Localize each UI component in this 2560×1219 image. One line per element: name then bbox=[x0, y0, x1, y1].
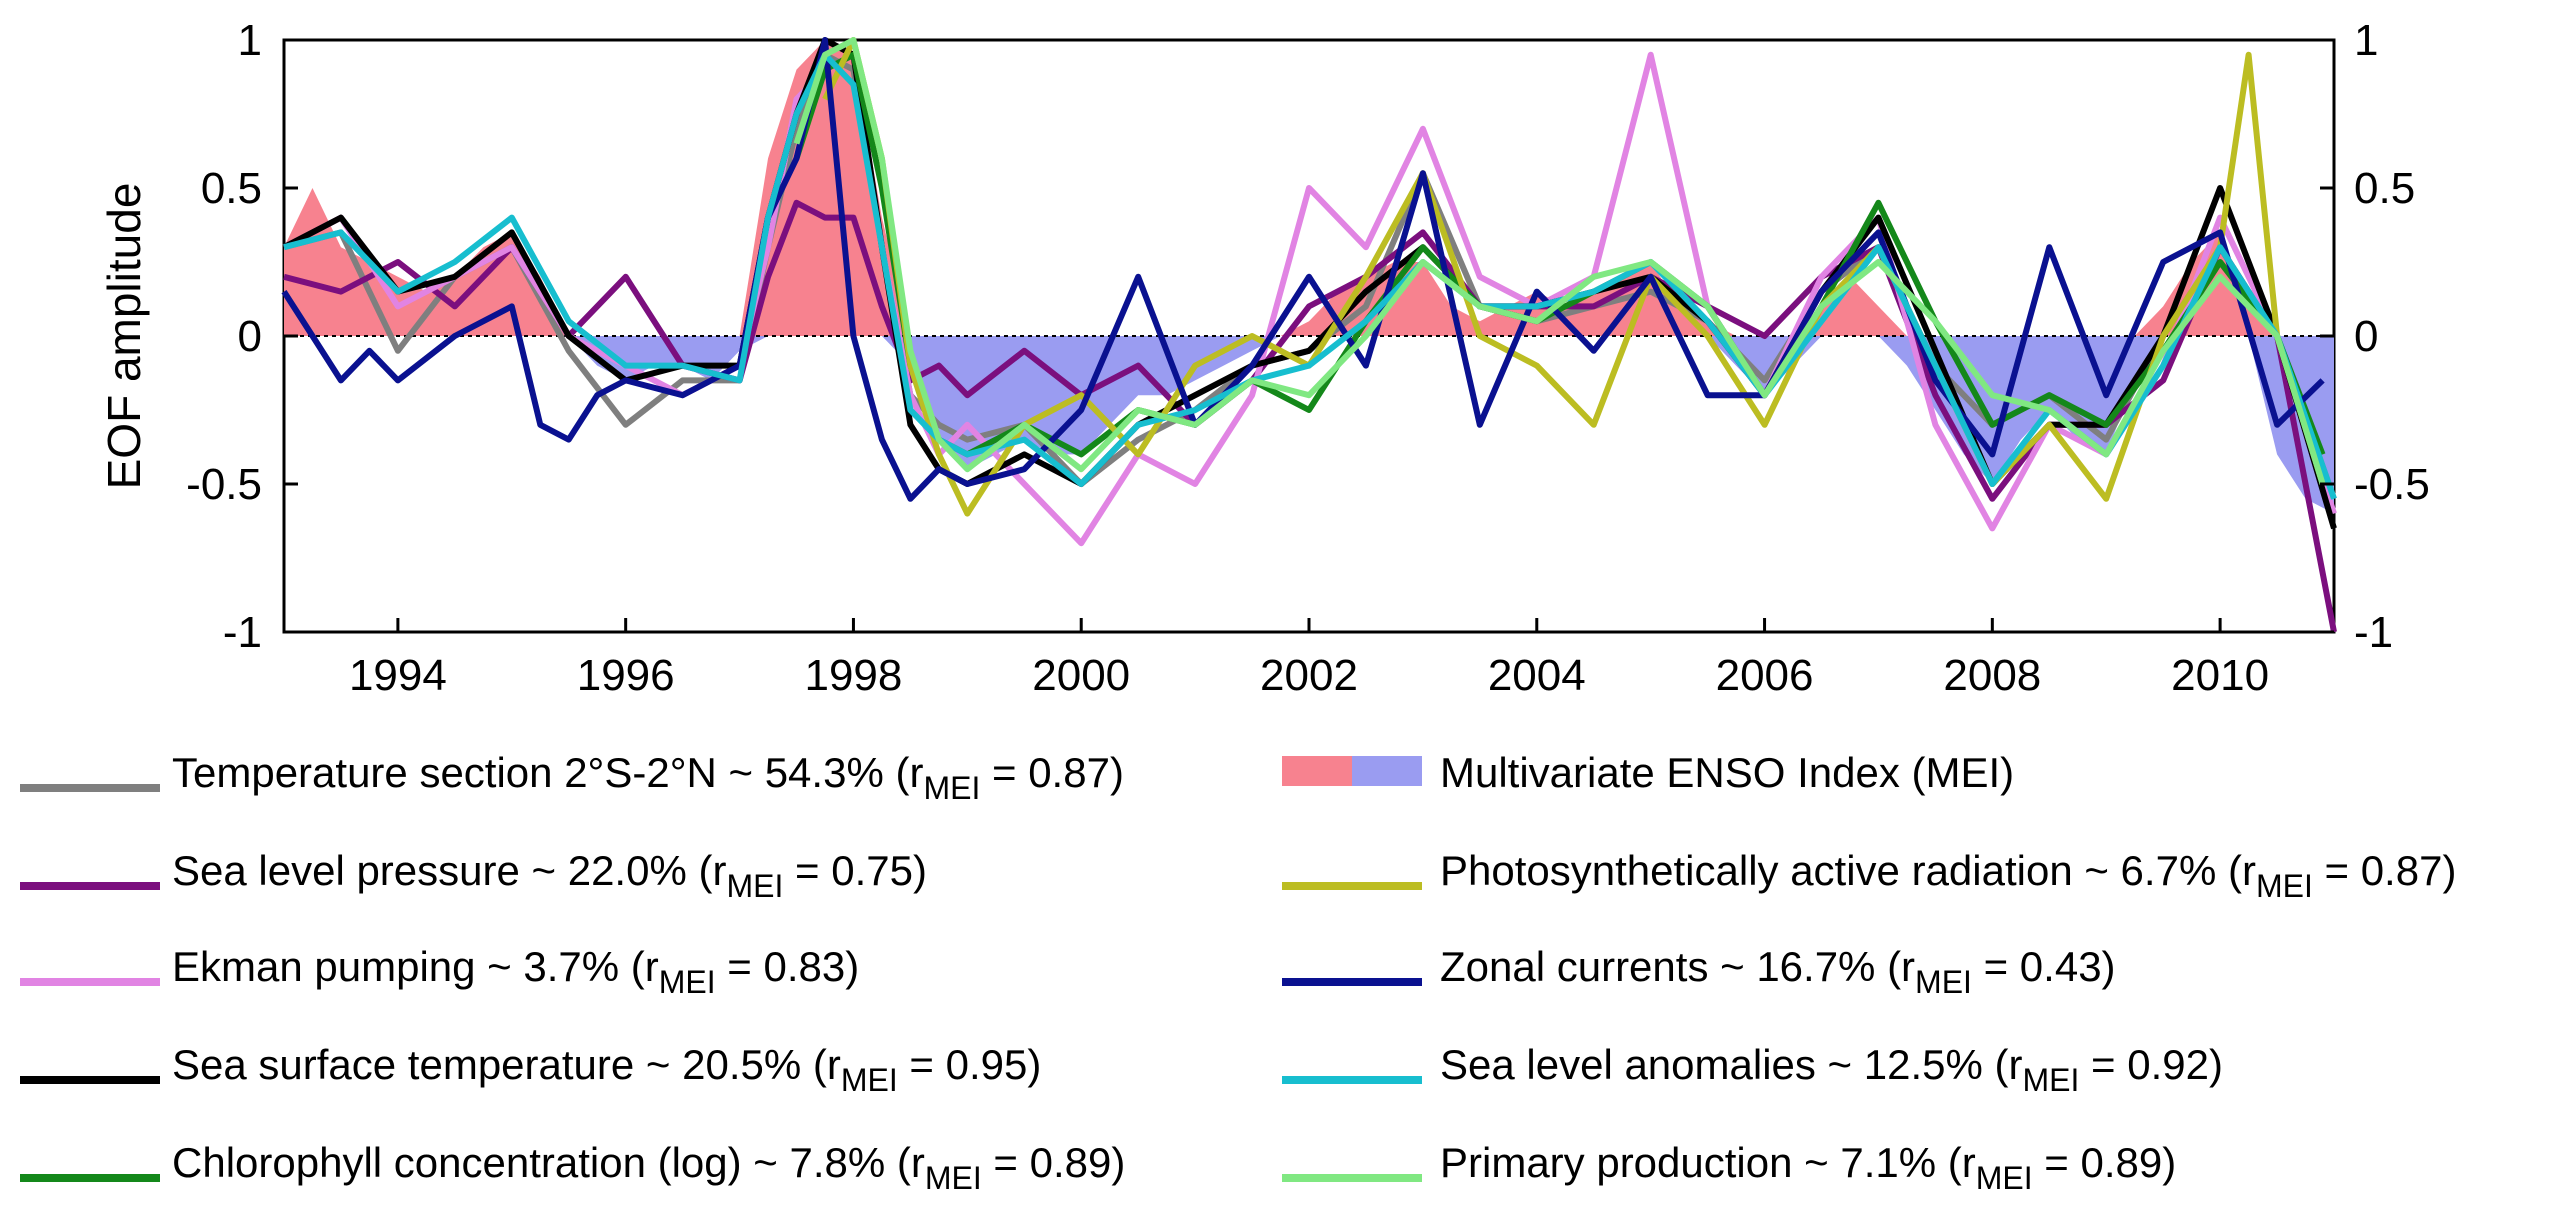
x-tick-label: 1994 bbox=[349, 651, 447, 700]
series-line-9 bbox=[793, 37, 2326, 485]
series-line-8 bbox=[283, 51, 2337, 500]
series-line-4 bbox=[282, 37, 2337, 530]
y-tick-label-left: 0.5 bbox=[201, 164, 262, 213]
x-tick-label: 2006 bbox=[1716, 651, 1814, 700]
x-tick-label: 2004 bbox=[1488, 651, 1586, 700]
y-tick-label-left: -0.5 bbox=[186, 460, 262, 509]
legend-label: Primary production ~ 7.1% (rMEI = 0.89) bbox=[1440, 1139, 2176, 1196]
x-tick-label: 2002 bbox=[1260, 651, 1358, 700]
y-tick-label-right: 1 bbox=[2354, 16, 2378, 65]
series-line-3 bbox=[282, 51, 2337, 547]
mei-negative-area bbox=[284, 336, 2334, 514]
y-tick-label-left: 0 bbox=[238, 312, 262, 361]
y-tick-label-left: 1 bbox=[238, 16, 262, 65]
x-tick-label: 1998 bbox=[804, 651, 902, 700]
legend-label: Sea level anomalies ~ 12.5% (rMEI = 0.92… bbox=[1440, 1041, 2223, 1098]
series-layer bbox=[281, 37, 2337, 633]
x-tick-label: 1996 bbox=[577, 651, 675, 700]
axes-layer: 1994 1996 1998 2000 2002 2004 2006 2008 2010 -1 -1… bbox=[186, 16, 2430, 700]
legend: Temperature section 2°S-2°N ~ 54.3% (rME… bbox=[20, 749, 2456, 1196]
x-tick-label: 2010 bbox=[2171, 651, 2269, 700]
y-tick-label-right: 0 bbox=[2354, 312, 2378, 361]
series-line-6 bbox=[822, 37, 2326, 517]
plot-area bbox=[281, 37, 2337, 634]
legend-label: Zonal currents ~ 16.7% (rMEI = 0.43) bbox=[1440, 943, 2116, 1000]
y-tick-label-right: -0.5 bbox=[2354, 460, 2430, 509]
legend-label: Ekman pumping ~ 3.7% (rMEI = 0.83) bbox=[172, 943, 859, 1000]
legend-label: Sea surface temperature ~ 20.5% (rMEI = … bbox=[172, 1041, 1041, 1098]
legend-mei-swatch-positive bbox=[1282, 756, 1352, 786]
legend-mei-swatch-negative bbox=[1352, 756, 1422, 786]
legend-label: Photosynthetically active radiation ~ 6.… bbox=[1440, 847, 2456, 904]
y-axis-label: EOF amplitude bbox=[98, 183, 150, 490]
x-tick-label: 2008 bbox=[1943, 651, 2041, 700]
legend-label: Temperature section 2°S-2°N ~ 54.3% (rME… bbox=[172, 749, 1124, 806]
legend-label: Sea level pressure ~ 22.0% (rMEI = 0.75) bbox=[172, 847, 927, 904]
legend-label: Chlorophyll concentration (log) ~ 7.8% (… bbox=[172, 1139, 1125, 1196]
y-tick-label-left: -1 bbox=[223, 608, 262, 657]
legend-label-mei: Multivariate ENSO Index (MEI) bbox=[1440, 749, 2014, 796]
y-tick-label-right: 0.5 bbox=[2354, 164, 2415, 213]
y-tick-label-right: -1 bbox=[2354, 608, 2393, 657]
x-tick-label: 2000 bbox=[1032, 651, 1130, 700]
